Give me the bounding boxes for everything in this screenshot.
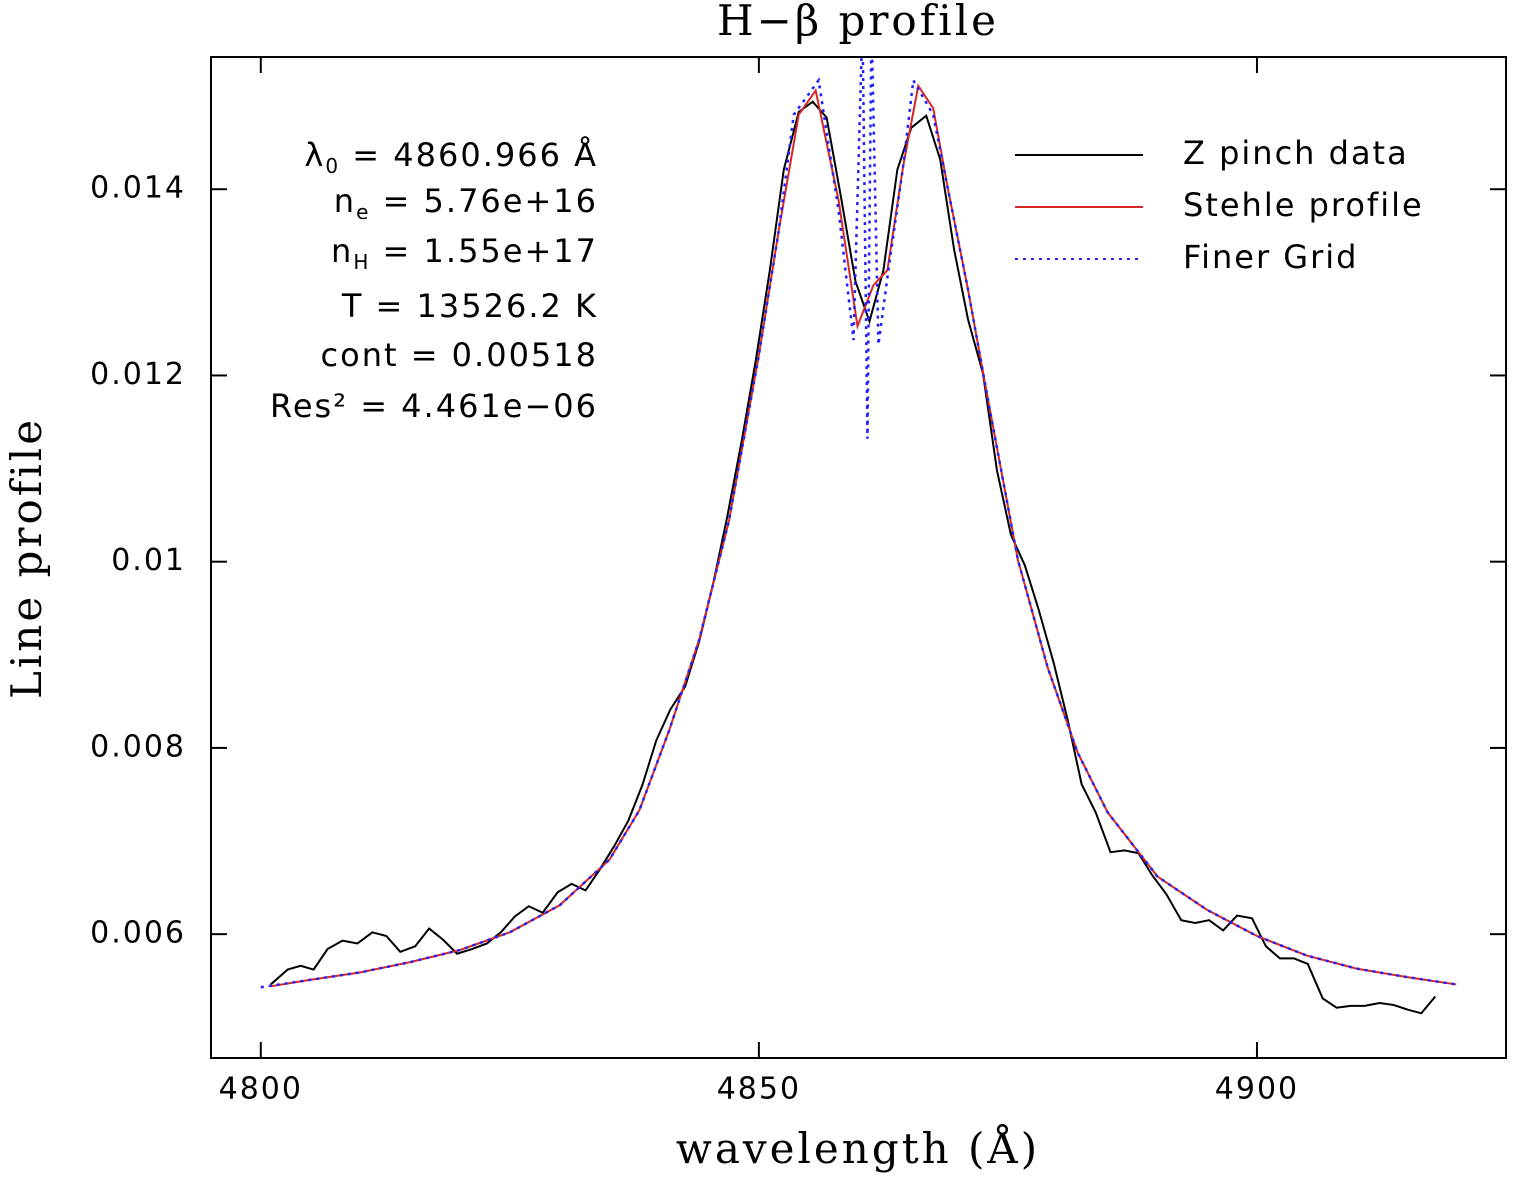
series-line [260, 57, 1457, 989]
y-tick-label: 0.008 [90, 729, 186, 764]
y-tick-label: 0.014 [90, 171, 186, 206]
annotation-rest: = 1.55e+17 [370, 232, 598, 270]
annotation-text: n [334, 182, 356, 220]
annotation: nH = 1.55e+17 [331, 232, 598, 274]
annotation-text: Res² = 4.461e−06 [270, 387, 598, 425]
annotation-subscript: H [353, 250, 370, 274]
annotation-subscript: 0 [325, 154, 340, 178]
x-axis-label: wavelength (Å) [676, 1123, 1040, 1173]
legend-label: Stehle profile [1183, 186, 1424, 224]
annotation: Res² = 4.461e−06 [270, 387, 598, 425]
legend-label: Z pinch data [1183, 134, 1409, 172]
y-tick-label: 0.012 [90, 357, 186, 392]
annotation-text: n [331, 232, 353, 270]
annotation-text: cont = 0.00518 [321, 336, 598, 374]
annotation: T = 13526.2 K [341, 287, 598, 325]
annotation: cont = 0.00518 [321, 336, 598, 374]
x-tick-label: 4900 [1215, 1072, 1299, 1107]
chart-title: H−β profile [717, 0, 999, 45]
x-tick-label: 4800 [219, 1072, 303, 1107]
annotation-text: T = 13526.2 K [341, 287, 598, 325]
y-tick-label: 0.006 [90, 916, 186, 951]
plot-area [260, 57, 1457, 1015]
y-axis-label: Line profile [2, 417, 51, 699]
legend-label: Finer Grid [1183, 238, 1358, 276]
annotation-rest: = 5.76e+16 [370, 182, 598, 220]
annotation-subscript: e [356, 200, 370, 224]
annotation-rest: = 4860.966 Å [340, 136, 598, 174]
plot-frame [210, 56, 1507, 1059]
x-tick-label: 4850 [717, 1072, 801, 1107]
y-tick-label: 0.01 [111, 543, 186, 578]
annotation: ne = 5.76e+16 [334, 182, 598, 224]
annotation: λ0 = 4860.966 Å [304, 136, 598, 178]
annotation-text: λ [304, 136, 325, 174]
series-line [270, 100, 1437, 1015]
